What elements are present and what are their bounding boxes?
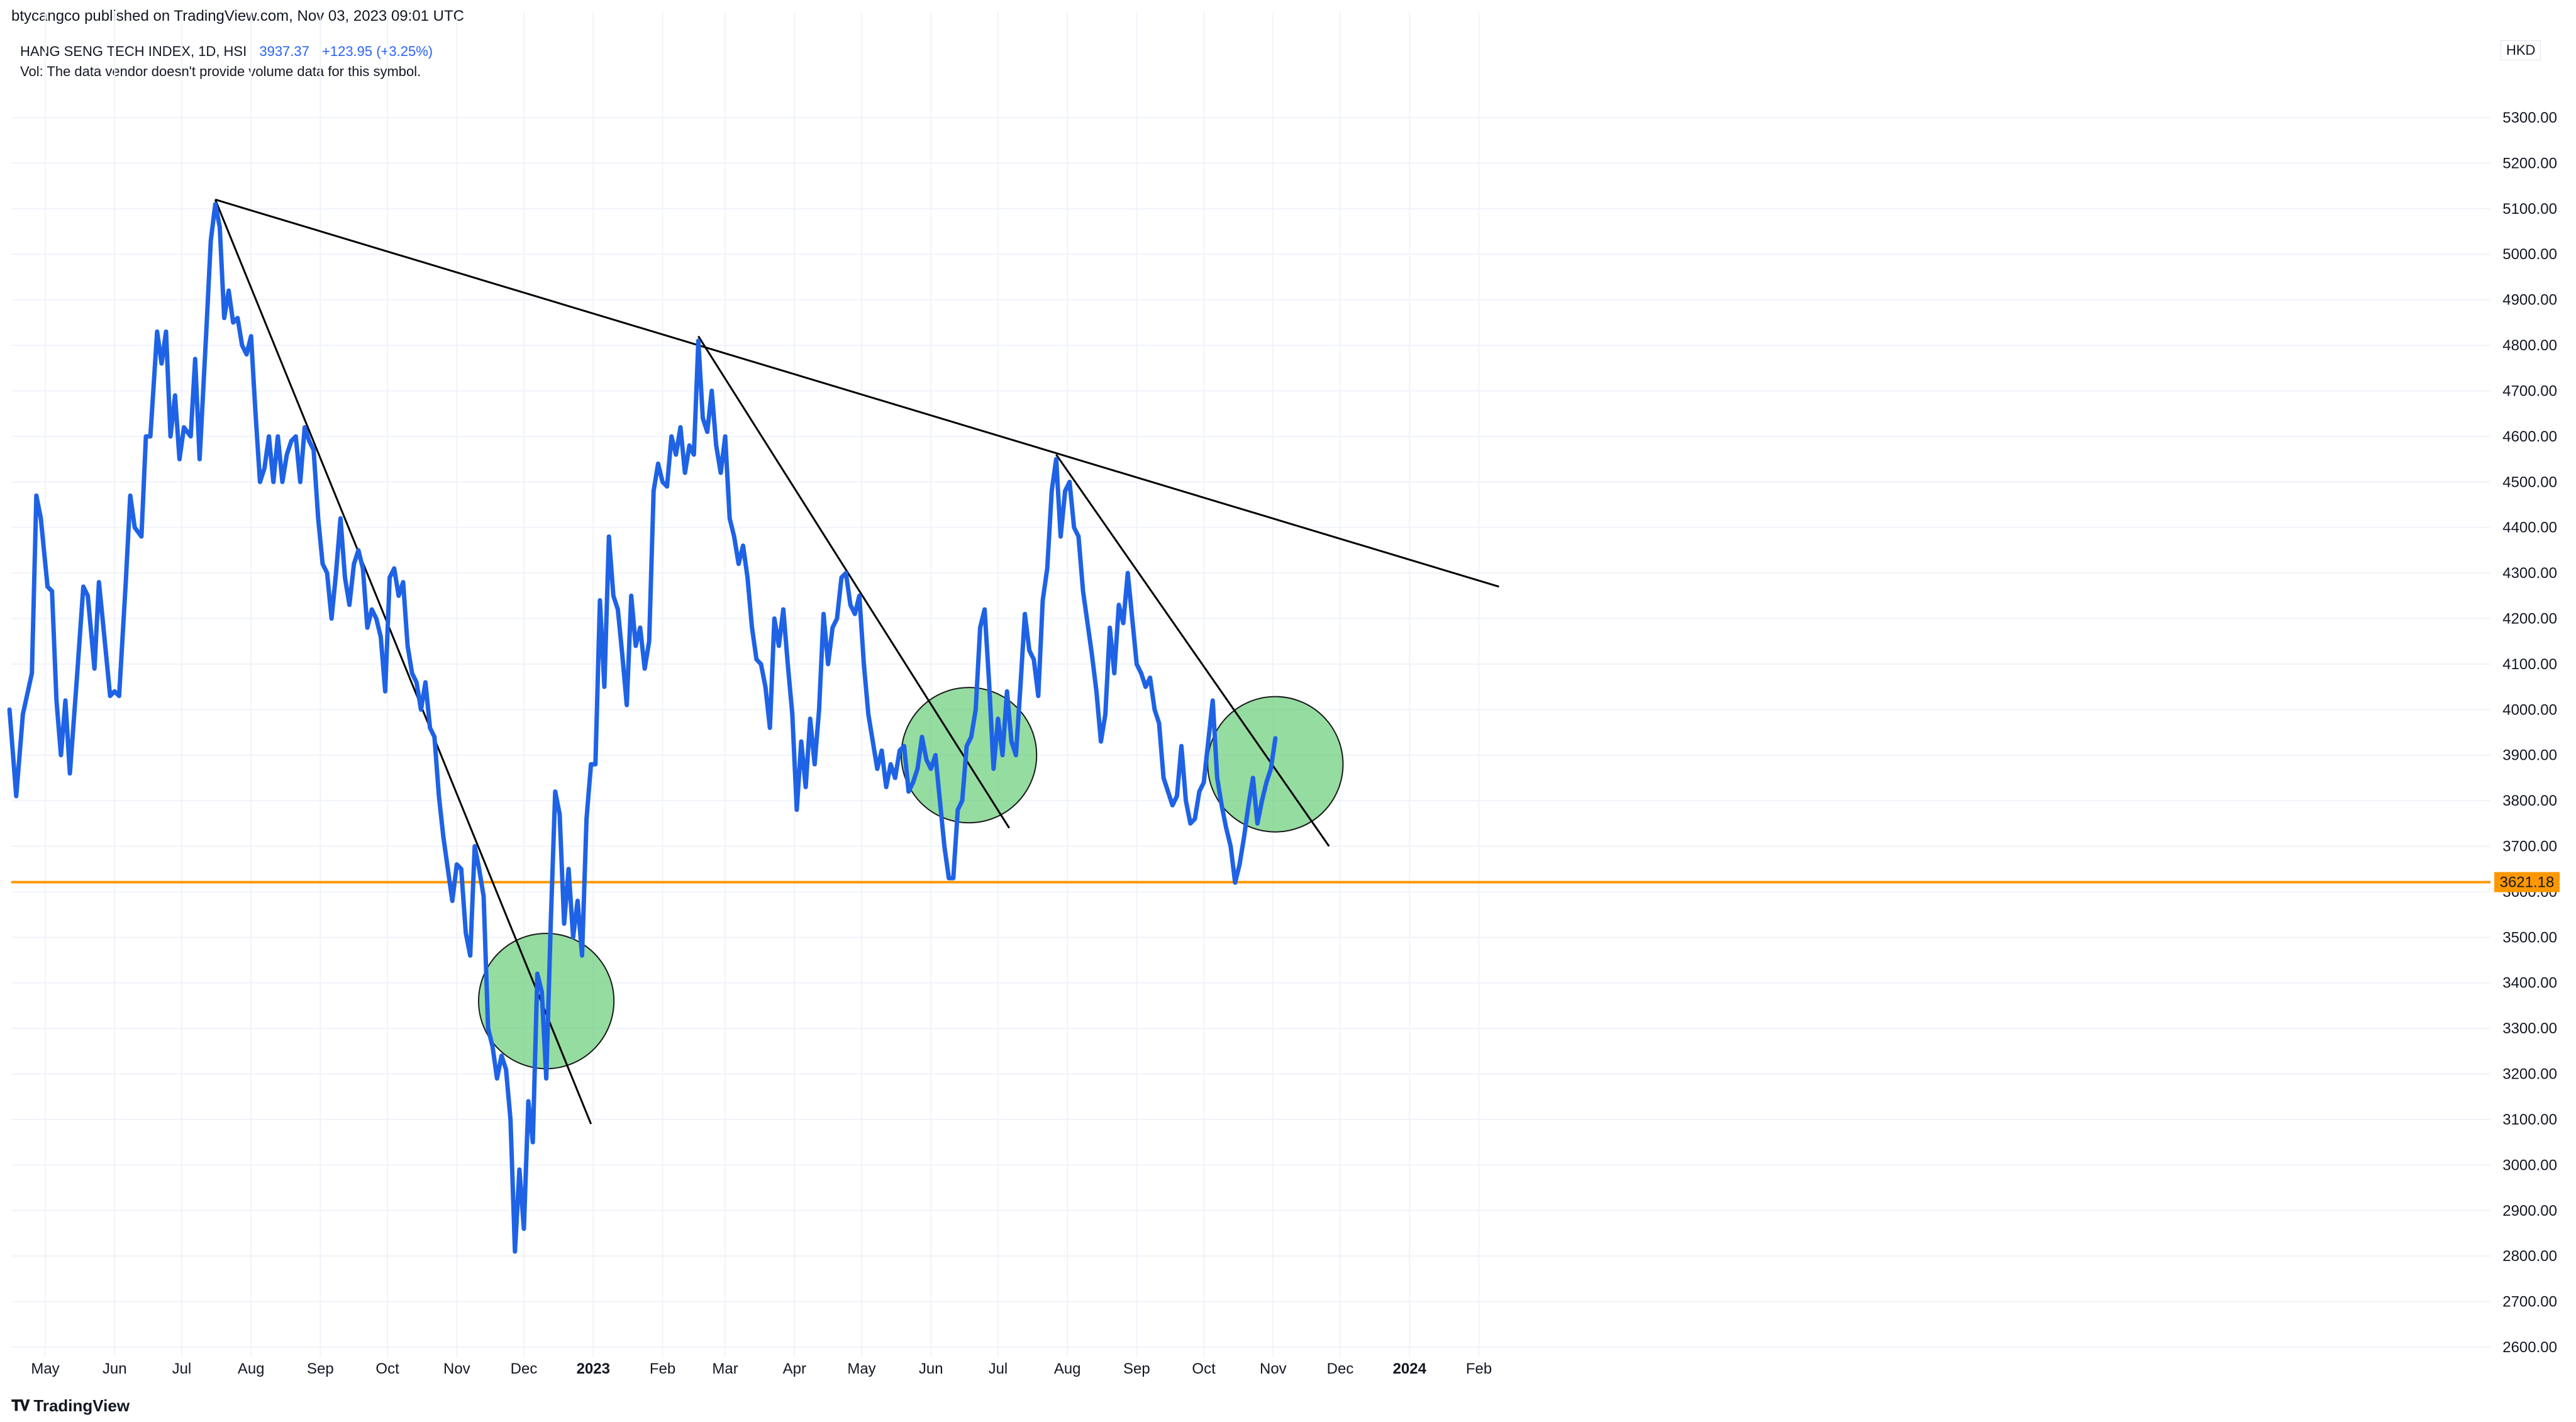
trendline [697, 335, 1010, 829]
y-tick-label: 3700.00 [2502, 838, 2557, 855]
x-tick-label: Jul [989, 1360, 1008, 1377]
y-tick-label: 4500.00 [2502, 474, 2557, 491]
x-tick-label: Aug [238, 1360, 265, 1377]
y-tick-label: 2700.00 [2502, 1294, 2557, 1311]
y-tick-label: 2900.00 [2502, 1203, 2557, 1219]
highlight-circle [1207, 696, 1344, 833]
x-tick-label: Oct [375, 1360, 399, 1377]
highlight-circles [478, 687, 1344, 1070]
y-tick-label: 4300.00 [2502, 565, 2557, 582]
y-tick-label: 4800.00 [2502, 337, 2557, 354]
publisher-note: btycangco published on TradingView.com, … [11, 8, 464, 25]
price-change: +123.95 (+3.25%) [322, 43, 433, 59]
x-tick-label: Jun [103, 1360, 127, 1377]
x-axis: May Jun Jul Aug Sep Oct Nov Dec 2023 Feb Mar Apr May… [31, 1360, 1492, 1377]
y-tick-label: 4100.00 [2502, 656, 2557, 673]
support-price-text: 3621.18 [2500, 874, 2555, 891]
y-tick-label: 4700.00 [2502, 382, 2557, 399]
price-series [7, 202, 1278, 1254]
brand-name: TradingView [33, 1396, 130, 1415]
y-tick-label: 4900.00 [2502, 292, 2557, 309]
y-tick-label: 3900.00 [2502, 747, 2557, 764]
x-tick-label: 2023 [577, 1360, 610, 1377]
y-tick-label: 3400.00 [2502, 975, 2557, 992]
y-tick-label: 5100.00 [2502, 201, 2557, 218]
x-tick-label: Jun [919, 1360, 943, 1377]
volume-note: Vol: The data vendor doesn't provide vol… [20, 64, 421, 79]
y-tick-label: 4400.00 [2502, 519, 2557, 536]
x-tick-label: Feb [650, 1360, 675, 1377]
y-tick-label: 4600.00 [2502, 428, 2557, 445]
x-tick-label: Mar [712, 1360, 738, 1377]
y-tick-label: 3200.00 [2502, 1066, 2557, 1083]
x-tick-label: Nov [443, 1360, 470, 1377]
trendline [1055, 453, 1330, 847]
currency-label[interactable]: HKD [2501, 40, 2541, 60]
y-tick-label: 3800.00 [2502, 792, 2557, 809]
tradingview-logo-icon: 𝐓𝐕 [11, 1397, 30, 1414]
support-price-tag [2494, 872, 2560, 892]
price-line [7, 202, 1278, 1254]
brand-footer[interactable]: 𝐓𝐕 TradingView [11, 1396, 130, 1416]
x-tick-label: Dec [511, 1360, 538, 1377]
x-tick-label: Oct [1192, 1360, 1216, 1377]
y-tick-label: 4200.00 [2502, 610, 2557, 627]
x-tick-label: Jul [172, 1360, 192, 1377]
symbol-row: HANG SENG TECH INDEX, 1D, HSI 3937.37 +1… [20, 42, 433, 62]
y-axis: 2600.00 2700.00 2800.00 2900.00 3000.00 3100.… [2502, 109, 2557, 1356]
trendline [214, 199, 592, 1125]
x-tick-label: Feb [1466, 1360, 1492, 1377]
chart-grid [11, 13, 2490, 1357]
symbol-title[interactable]: HANG SENG TECH INDEX, 1D, HSI [20, 43, 247, 59]
support-price-label: 3621.18 [2494, 872, 2560, 892]
y-tick-label: 5300.00 [2502, 109, 2557, 126]
y-tick-label: 2800.00 [2502, 1248, 2557, 1265]
last-price: 3937.37 [259, 43, 309, 59]
trendlines [214, 198, 1499, 1125]
y-tick-label: 5000.00 [2502, 246, 2557, 263]
x-tick-label: Nov [1260, 1360, 1287, 1377]
y-tick-label: 3300.00 [2502, 1020, 2557, 1037]
x-tick-label: Sep [307, 1360, 334, 1377]
y-tick-label: 3100.00 [2502, 1111, 2557, 1128]
x-tick-label: Apr [783, 1360, 806, 1377]
y-tick-label: 5200.00 [2502, 155, 2557, 172]
y-tick-label: 4000.00 [2502, 701, 2557, 718]
x-tick-label: May [31, 1360, 59, 1377]
y-tick-label: 3500.00 [2502, 929, 2557, 946]
y-tick-label: 2600.00 [2502, 1339, 2557, 1356]
y-tick-label: 3000.00 [2502, 1157, 2557, 1174]
series-legend: HANG SENG TECH INDEX, 1D, HSI 3937.37 +1… [20, 42, 433, 82]
x-tick-label: Dec [1327, 1360, 1354, 1377]
trendline [214, 198, 1499, 588]
x-tick-label: 2024 [1393, 1360, 1427, 1377]
x-tick-label: Sep [1123, 1360, 1150, 1377]
x-tick-label: May [847, 1360, 875, 1377]
x-tick-label: Aug [1054, 1360, 1081, 1377]
